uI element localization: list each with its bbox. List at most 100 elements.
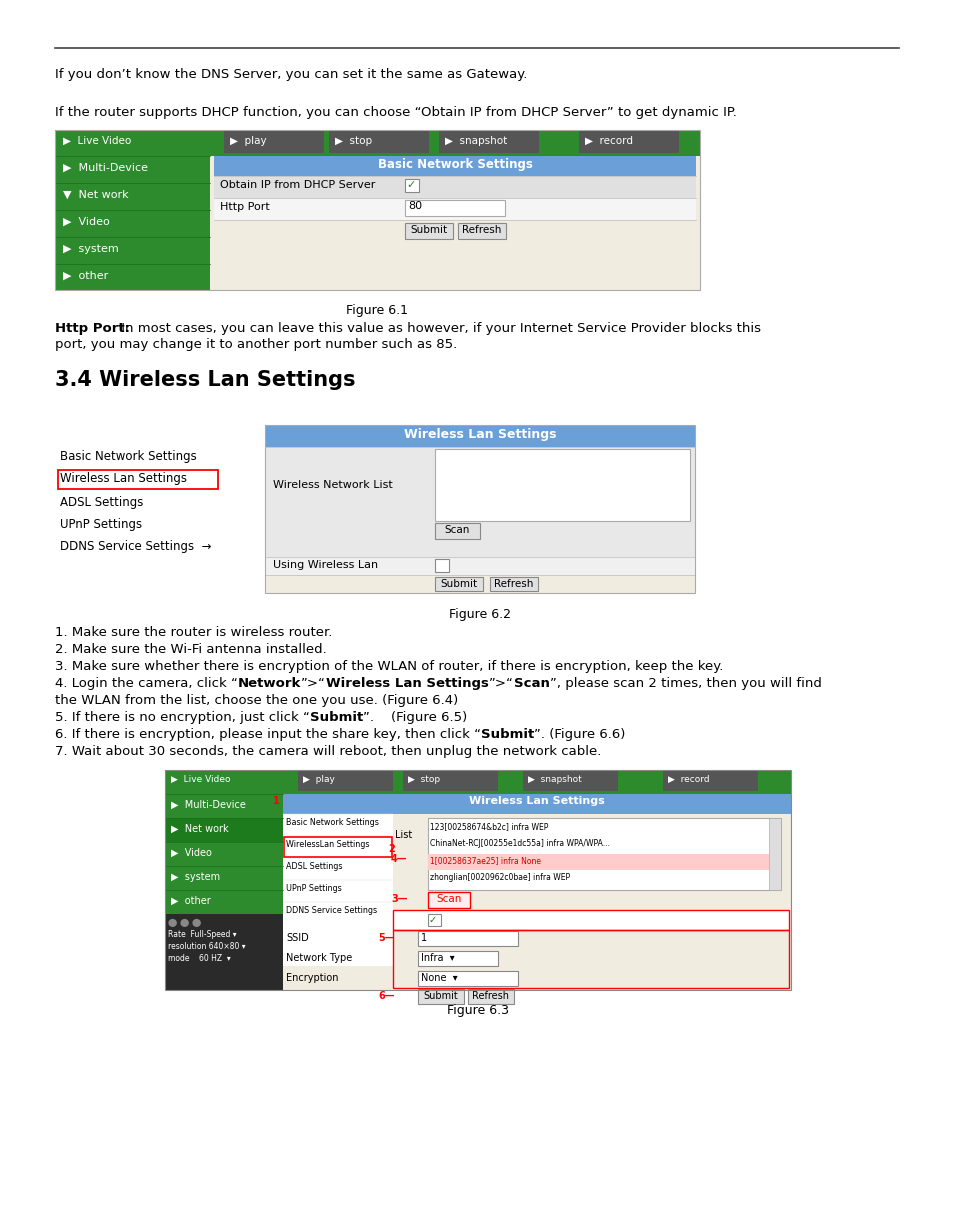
- Bar: [435, 523, 479, 539]
- Text: Submit: Submit: [440, 579, 477, 589]
- Text: 4. Login the camera, click “: 4. Login the camera, click “: [55, 677, 237, 690]
- Text: Http Port: Http Port: [220, 202, 270, 212]
- Text: ⬤ ⬤ ⬤: ⬤ ⬤ ⬤: [168, 918, 201, 926]
- Bar: [283, 902, 393, 924]
- Bar: [283, 859, 393, 880]
- Bar: [428, 893, 470, 908]
- Text: Submit: Submit: [410, 225, 447, 235]
- Text: 6—: 6—: [377, 991, 395, 1001]
- Bar: [55, 210, 210, 236]
- Bar: [405, 200, 504, 216]
- Text: ▶  snapshot: ▶ snapshot: [527, 775, 581, 784]
- Text: Wireless Lan Settings: Wireless Lan Settings: [60, 472, 187, 484]
- Bar: [490, 576, 537, 591]
- Text: 4—: 4—: [391, 854, 407, 863]
- Text: ”>“: ”>“: [301, 677, 326, 690]
- Bar: [165, 770, 790, 794]
- Bar: [428, 914, 440, 926]
- Bar: [435, 559, 449, 572]
- Bar: [435, 449, 689, 521]
- Bar: [578, 131, 679, 153]
- Bar: [405, 179, 418, 193]
- Text: the WLAN from the list, choose the one you use. (Figure 6.4): the WLAN from the list, choose the one y…: [55, 694, 457, 707]
- Bar: [417, 951, 497, 966]
- Text: 6. If there is encryption, please input the share key, then click “: 6. If there is encryption, please input …: [55, 728, 480, 741]
- Text: ”, please scan 2 times, then you will find: ”, please scan 2 times, then you will fi…: [549, 677, 821, 690]
- Bar: [284, 837, 392, 857]
- Text: Submit: Submit: [423, 991, 457, 1001]
- Text: 5—: 5—: [377, 932, 395, 943]
- Text: ▶  Multi-Device: ▶ Multi-Device: [63, 163, 148, 173]
- Text: Basic Network Settings: Basic Network Settings: [60, 450, 196, 463]
- Bar: [165, 817, 283, 842]
- Bar: [55, 130, 700, 289]
- Text: mode    60 HZ  ▾: mode 60 HZ ▾: [168, 954, 231, 963]
- Text: Refresh: Refresh: [462, 225, 501, 235]
- Bar: [165, 842, 283, 866]
- Text: Encryption: Encryption: [286, 972, 338, 983]
- Bar: [55, 183, 210, 210]
- Text: Network: Network: [237, 677, 301, 690]
- Bar: [55, 237, 210, 263]
- Text: Infra  ▾: Infra ▾: [420, 953, 455, 963]
- Text: Scan: Scan: [444, 526, 469, 535]
- Text: ▶  Video: ▶ Video: [63, 217, 110, 226]
- Bar: [55, 264, 210, 289]
- Bar: [283, 836, 393, 859]
- Text: If the router supports DHCP function, you can choose “Obtain IP from DHCP Server: If the router supports DHCP function, yo…: [55, 107, 736, 119]
- Bar: [393, 930, 788, 988]
- Text: 123[00258674&b2c] infra WEP: 123[00258674&b2c] infra WEP: [430, 822, 548, 831]
- Text: ▶  system: ▶ system: [63, 243, 118, 254]
- Text: 2: 2: [388, 844, 395, 854]
- Bar: [417, 989, 463, 1004]
- Bar: [165, 770, 283, 991]
- Bar: [265, 425, 695, 593]
- Bar: [283, 814, 393, 966]
- Text: 3—: 3—: [391, 894, 407, 903]
- Bar: [417, 931, 517, 946]
- Text: Basic Network Settings: Basic Network Settings: [377, 157, 532, 171]
- Bar: [165, 770, 790, 991]
- Bar: [213, 199, 696, 220]
- Bar: [283, 814, 393, 836]
- Text: ✓: ✓: [429, 916, 436, 925]
- Text: port, you may change it to another port number such as 85.: port, you may change it to another port …: [55, 338, 456, 351]
- Bar: [265, 557, 695, 575]
- Text: 1: 1: [420, 932, 427, 943]
- Text: If you don’t know the DNS Server, you can set it the same as Gateway.: If you don’t know the DNS Server, you ca…: [55, 68, 527, 81]
- Bar: [393, 909, 788, 930]
- Bar: [417, 971, 517, 986]
- Bar: [393, 814, 790, 966]
- Text: ”>“: ”>“: [489, 677, 514, 690]
- Text: SSID: SSID: [286, 932, 309, 943]
- Text: ▶  Video: ▶ Video: [171, 848, 212, 859]
- Text: ▶  snapshot: ▶ snapshot: [444, 136, 507, 147]
- Bar: [55, 130, 700, 156]
- Bar: [435, 576, 482, 591]
- Text: Scan: Scan: [514, 677, 549, 690]
- Bar: [55, 156, 210, 182]
- Text: ▼  Net work: ▼ Net work: [63, 190, 129, 200]
- Bar: [283, 770, 790, 991]
- Bar: [405, 223, 453, 239]
- Text: Figure 6.1: Figure 6.1: [346, 304, 408, 317]
- Bar: [213, 242, 696, 286]
- Text: ADSL Settings: ADSL Settings: [60, 497, 143, 509]
- Bar: [58, 470, 218, 489]
- Text: ADSL Settings: ADSL Settings: [286, 862, 342, 871]
- Text: Wireless Network List: Wireless Network List: [273, 480, 393, 490]
- Text: 7. Wait about 30 seconds, the camera will reboot, then unplug the network cable.: 7. Wait about 30 seconds, the camera wil…: [55, 745, 600, 758]
- Bar: [213, 220, 696, 242]
- Text: Obtain IP from DHCP Server: Obtain IP from DHCP Server: [220, 180, 375, 190]
- Text: resolution 640×80 ▾: resolution 640×80 ▾: [168, 942, 245, 951]
- Text: Network Type: Network Type: [286, 953, 352, 963]
- Text: ▶  Live Video: ▶ Live Video: [171, 775, 231, 784]
- Bar: [265, 447, 695, 557]
- Text: ▶  record: ▶ record: [667, 775, 709, 784]
- Text: ▶  play: ▶ play: [230, 136, 266, 147]
- Text: 1. Make sure the router is wireless router.: 1. Make sure the router is wireless rout…: [55, 626, 332, 639]
- Text: DDNS Service Settings  →: DDNS Service Settings →: [60, 540, 212, 553]
- Text: ▶  Multi-Device: ▶ Multi-Device: [171, 800, 246, 810]
- Text: None  ▾: None ▾: [420, 972, 457, 983]
- Text: Using Wireless Lan: Using Wireless Lan: [273, 559, 377, 570]
